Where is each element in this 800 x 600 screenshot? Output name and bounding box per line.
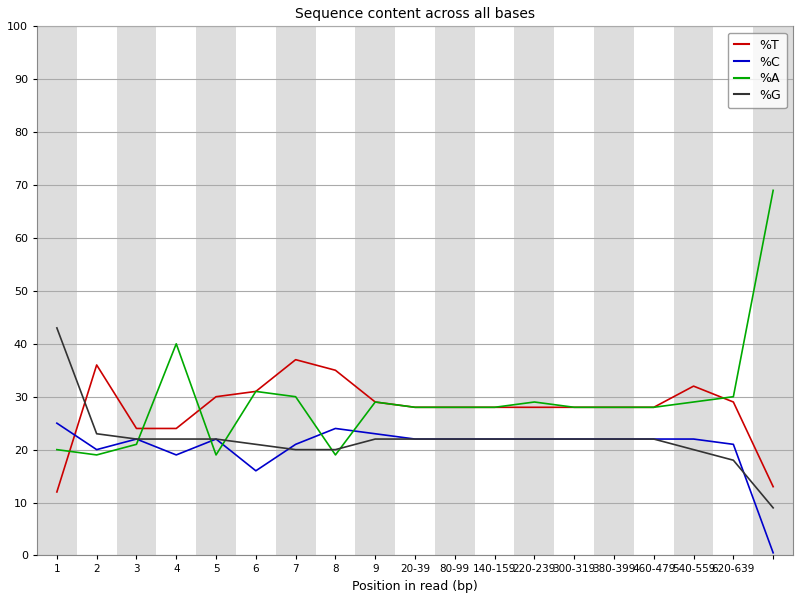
Bar (754, 26, 793, 556)
X-axis label: Position in read (bp): Position in read (bp) (352, 580, 478, 593)
Bar (37, 26, 77, 556)
Legend: %T, %C, %A, %G: %T, %C, %A, %G (727, 32, 787, 108)
Bar (395, 26, 435, 556)
Bar (474, 26, 514, 556)
Bar (236, 26, 276, 556)
Bar (714, 26, 754, 556)
Bar (634, 26, 674, 556)
Bar (514, 26, 554, 556)
Bar (117, 26, 156, 556)
Bar (674, 26, 714, 556)
Bar (315, 26, 355, 556)
Bar (355, 26, 395, 556)
Bar (554, 26, 594, 556)
Bar (77, 26, 117, 556)
Title: Sequence content across all bases: Sequence content across all bases (295, 7, 535, 21)
Bar (156, 26, 196, 556)
Bar (276, 26, 315, 556)
Bar (594, 26, 634, 556)
Bar (435, 26, 474, 556)
Bar (196, 26, 236, 556)
